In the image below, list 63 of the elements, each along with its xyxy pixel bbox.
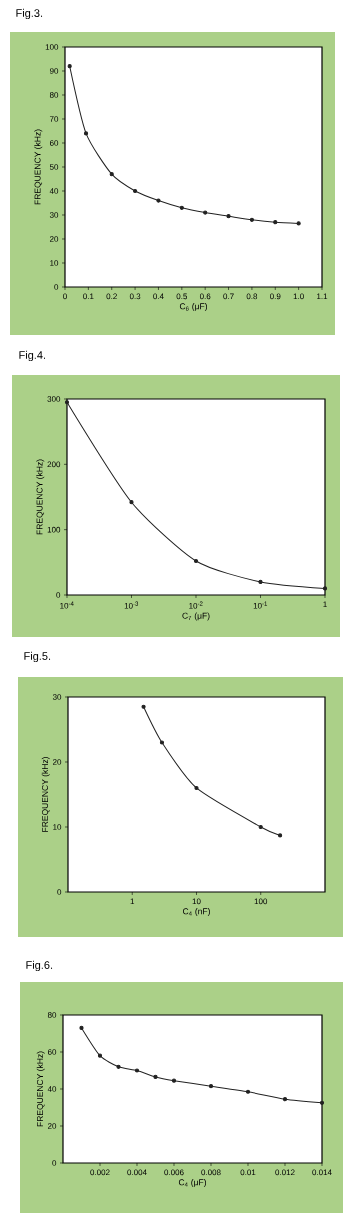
x-tick-label: 1	[323, 601, 327, 608]
y-tick-label: 80	[47, 1012, 57, 1018]
y-axis-title: FREQUENCY (kHz)	[34, 129, 43, 205]
chart-title: Fig.6.	[26, 960, 53, 972]
x-tick-label: 0.012	[275, 1169, 295, 1176]
y-tick-label: 10	[53, 824, 62, 830]
x-axis-title: C$_{6}$ (μF)	[179, 303, 207, 311]
y-tick-label: 0	[52, 1160, 57, 1166]
y-tick-label: 30	[49, 212, 59, 218]
x-tick-label: 0.5	[176, 293, 188, 300]
x-tick-label: 0.1	[83, 293, 94, 300]
y-tick-label: 40	[49, 188, 59, 194]
chart-title: Fig.5.	[24, 651, 51, 663]
y-tick-label: 40	[47, 1086, 57, 1092]
y-tick-label: 0	[57, 889, 62, 895]
y-tick-label: 200	[47, 461, 61, 468]
chart-title: Fig.3.	[16, 8, 43, 20]
x-tick-label: 100	[254, 898, 268, 905]
y-tick-label: 30	[52, 694, 62, 700]
x-tick-label: 1	[130, 898, 135, 905]
x-tick-label: 10$^{-2}$	[189, 601, 203, 609]
y-tick-label: 0	[54, 284, 59, 290]
y-tick-label: 60	[49, 140, 59, 146]
y-tick-label: 20	[52, 759, 62, 765]
x-tick-label: 0.7	[223, 293, 234, 300]
x-tick-label: 0.01	[240, 1169, 256, 1176]
x-tick-label: 10	[192, 898, 201, 905]
x-tick-label: 0.8	[246, 293, 258, 300]
y-tick-label: 90	[49, 68, 59, 74]
y-tick-label: 100	[45, 44, 59, 50]
x-tick-label: 0.3	[129, 293, 141, 300]
y-tick-label: 70	[49, 116, 59, 122]
x-tick-label: 0.006	[164, 1169, 184, 1176]
x-tick-label: 0.6	[199, 293, 211, 300]
x-tick-label: 0.4	[153, 293, 164, 300]
y-tick-label: 0	[56, 592, 61, 598]
y-tick-label: 20	[47, 1123, 57, 1129]
x-tick-label: 0	[63, 293, 67, 300]
y-axis-title: FREQUENCY (kHz)	[41, 757, 50, 832]
y-tick-label: 300	[47, 396, 61, 402]
y-tick-label: 50	[49, 164, 59, 170]
x-tick-label: 10$^{-4}$	[60, 601, 74, 609]
y-tick-label: 100	[47, 526, 61, 533]
y-axis-title: FREQUENCY (kHz)	[36, 1051, 45, 1127]
x-tick-label: 0.004	[127, 1169, 147, 1176]
x-tick-label: 0.9	[270, 293, 281, 300]
y-tick-label: 10	[50, 260, 59, 266]
x-axis-title: C$_{7}$ (μF)	[182, 612, 210, 621]
x-tick-label: 1.0	[293, 293, 304, 300]
x-tick-label: 0.2	[106, 293, 117, 300]
x-tick-label: 0.002	[90, 1169, 110, 1176]
x-axis-title: C$_{4}$ (μF)	[178, 1179, 206, 1187]
y-tick-label: 60	[47, 1049, 57, 1055]
x-tick-label: 0.014	[312, 1169, 332, 1176]
chart-title: Fig.4.	[19, 350, 46, 362]
y-tick-label: 20	[49, 236, 59, 242]
x-tick-label: 10$^{-1}$	[253, 601, 268, 609]
x-tick-label: 0.008	[201, 1169, 221, 1176]
y-axis-title: FREQUENCY (kHz)	[36, 459, 45, 535]
x-tick-label: 1.1	[317, 293, 328, 300]
x-axis-title: C$_{4}$ (nF)	[182, 908, 210, 916]
x-tick-label: 10$^{-3}$	[124, 601, 139, 609]
y-tick-label: 80	[49, 92, 59, 98]
